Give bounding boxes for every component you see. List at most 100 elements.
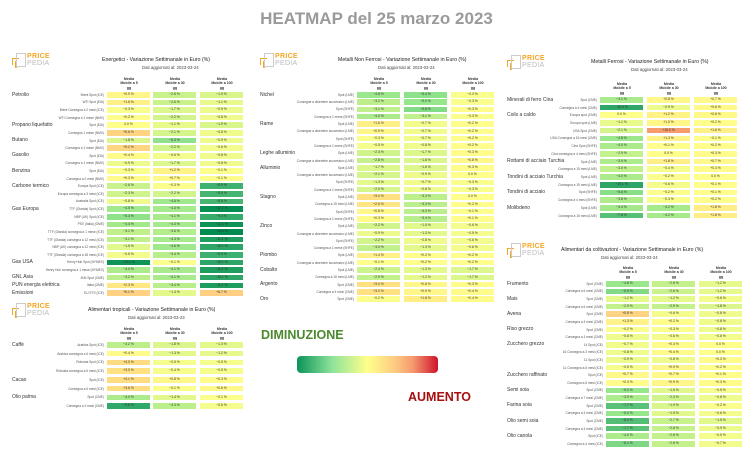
panel-title: Energetici - Variazione Settimanale in E…	[102, 57, 211, 63]
heatmap-cell: −3.1 %	[107, 236, 150, 243]
group-label: Semi soia	[507, 387, 529, 394]
heatmap-cell: −2.6 %	[153, 92, 196, 98]
heatmap-cell: −3.3 %	[153, 403, 196, 409]
group-label: Olio canola	[507, 432, 533, 439]
column-header: Media Mobile a 5 gg	[619, 266, 637, 279]
group-label: Cacao	[12, 376, 27, 383]
heatmap-cell: +0.6 %	[694, 112, 737, 119]
heatmap-cell: +5.2 %	[107, 145, 150, 151]
heatmap-cell: −2.6 %	[652, 288, 695, 295]
heatmap-cell: −2.8 %	[652, 281, 695, 287]
row-label: Europa Spot (ICE)	[77, 184, 104, 189]
row-label: TTF (Olanda) Spot (ICE)	[69, 207, 104, 212]
row-label: Consegna a dicembre successivo (LME)	[296, 231, 354, 236]
heatmap-cell: −0.6 %	[652, 311, 695, 318]
heatmap-cell: −4.2 %	[647, 205, 690, 211]
heatmap-cell: −3.1 %	[357, 106, 400, 113]
heatmap-cell: −4.1 %	[153, 213, 196, 220]
row-label: WTI Consegna a 1 mese (NMX)	[58, 115, 104, 120]
heatmap-cell: +0.7 %	[694, 158, 737, 165]
heatmap-cell: 0.0 %	[694, 174, 737, 180]
heatmap-cell: −0.8 %	[606, 349, 649, 356]
heatmap-cell: −1.2 %	[652, 296, 695, 302]
heatmap-cell: −0.7 %	[404, 135, 447, 142]
heatmap-cell: −8.0 %	[606, 418, 649, 424]
logo-text: PRICE	[27, 53, 50, 60]
row-label: Spot (EIA)	[89, 153, 104, 158]
heatmap-cell: 0.0 %	[600, 112, 643, 119]
heatmap-cell: −0.9 %	[200, 137, 243, 144]
heatmap-cell: +0.4 %	[451, 296, 494, 302]
heatmap-cell: −1.3 %	[404, 245, 447, 251]
heatmap-cell: +0.2 %	[404, 252, 447, 259]
panel-date: Dati aggiornati al: 2023-03-24	[601, 255, 658, 260]
row-label: Spot (SHFE)	[335, 107, 354, 112]
group-label: Benzina	[12, 167, 31, 174]
group-label: Piombo	[260, 252, 277, 259]
row-label: Spot (CME)	[337, 282, 354, 287]
row-label: 11 Consegna a 6 mesi (ICE)	[563, 365, 603, 370]
heatmap-cell: −0.6 %	[451, 245, 494, 251]
page-title: HEATMAP del 25 marzo 2023	[260, 9, 493, 28]
heatmap-cell: −1.7 %	[451, 267, 494, 273]
heatmap-cell: +1.2 %	[647, 112, 690, 119]
heatmap-cell: −0.8 %	[699, 319, 742, 325]
group-label: Olio semi soia	[507, 417, 539, 424]
heatmap-cell: −3.3 %	[404, 208, 447, 215]
column-header: Media Mobile a 30 gg	[165, 77, 185, 90]
heatmap-cell: −0.7 %	[404, 121, 447, 127]
row-label: TTF (Olanda) consegna a 1 mese (ICE)	[47, 229, 104, 234]
heatmap-cell: +3.0 %	[357, 281, 400, 288]
heatmap-cell: −0.7 %	[404, 128, 447, 135]
row-label: USA Consegna a 15 mesi (CME)	[550, 136, 597, 141]
heatmap-cell: +0.2 %	[451, 128, 494, 135]
heatmap-cell: −2.2 %	[153, 114, 196, 121]
heatmap-cell: −2.2 %	[357, 238, 400, 244]
group-label: Olio palma	[12, 394, 36, 400]
row-label: Consegna a 15 mesi (LME)	[558, 182, 597, 187]
heatmap-cell: −2.6 %	[153, 99, 196, 106]
heatmap-cell: −4.5 %	[107, 206, 150, 212]
heatmap-cell: +0.3 %	[107, 175, 150, 182]
heatmap-cell: +0.3 %	[699, 380, 742, 386]
row-label: 11 Spot (ICE)	[583, 358, 603, 362]
row-label: Australia Spot (ICE)	[75, 199, 104, 204]
heatmap-cell: −4.0 %	[107, 267, 150, 273]
logo-mark	[12, 58, 19, 65]
logo-text: PEDIA	[522, 62, 545, 69]
heatmap-cell: −4.8 %	[606, 281, 649, 287]
group-label: Carbone termico	[12, 182, 49, 189]
heatmap-cell: +0.3 %	[451, 281, 494, 288]
heatmap-cell: −0.5 %	[606, 364, 649, 371]
heatmap-cell: −2.3 %	[107, 191, 150, 197]
group-label: Tondini di acciaio Turchia	[507, 173, 563, 180]
group-label: Coils a caldo	[507, 111, 536, 118]
group-label: Zucchero raffinato	[507, 371, 548, 378]
row-label: Consegna a 3 mesi (CME)	[565, 335, 603, 340]
heatmap-cell: −4.1 %	[600, 97, 643, 103]
row-label: Consegna a dicembre successivo (LME)	[296, 100, 354, 105]
heatmap-cell: −0.1 %	[200, 394, 243, 401]
heatmap-cell: −3.1 %	[404, 113, 447, 120]
heatmap-cell: −0.1 %	[200, 168, 243, 174]
row-label: Spot (EIA)	[89, 138, 104, 143]
heatmap-cell: −1.3 %	[357, 179, 400, 186]
row-label: 14 Spot (ICE)	[583, 342, 603, 347]
group-label: Avena	[507, 310, 522, 317]
heatmap-cell: −0.6 %	[699, 296, 742, 302]
row-label: Arabica consegna a 6 mesi (ICE)	[57, 351, 104, 356]
group-label: Gas USA	[12, 259, 33, 266]
heatmap-cell: −2.9 %	[357, 274, 400, 281]
heatmap-cell: +0.7 %	[153, 175, 196, 182]
heatmap-cell: −4.4 %	[107, 221, 150, 228]
row-label: NBP (UK) Spot (ICE)	[74, 214, 104, 219]
heatmap-cell: +0.2 %	[451, 259, 494, 266]
row-label: Brent Consegna a 2 mesi (ICE)	[59, 108, 104, 113]
heatmap-cell: +0.7 %	[694, 97, 737, 103]
row-label: Spot (LME)	[337, 224, 354, 229]
heatmap-cell: −0.2 %	[606, 326, 649, 333]
heatmap-cell: +0.4 %	[451, 289, 494, 295]
group-label: Gasolio	[12, 152, 29, 159]
heatmap-cell: −3.0 %	[357, 245, 400, 251]
row-label: Brent Spot (ICE)	[80, 92, 104, 97]
